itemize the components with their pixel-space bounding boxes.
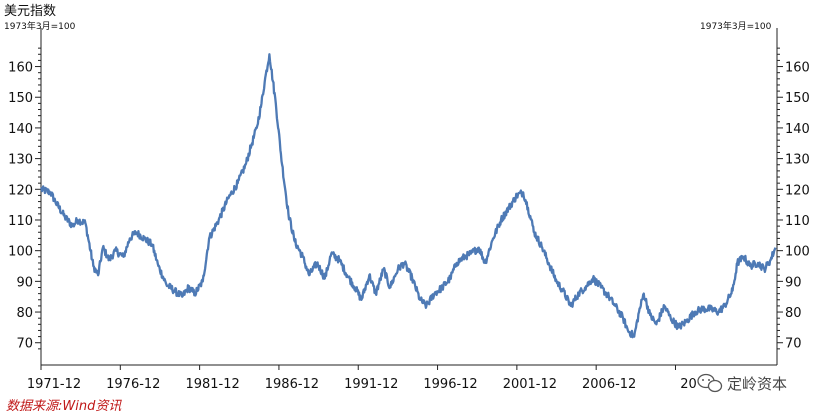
watermark-text: 定岭资本 bbox=[727, 375, 787, 393]
right-y-tick-label: 90 bbox=[785, 275, 802, 290]
x-tick-label: 1981-12 bbox=[185, 377, 239, 392]
right-y-tick-label: 160 bbox=[785, 61, 810, 76]
series-layer bbox=[40, 53, 777, 339]
right-y-tick-label: 120 bbox=[785, 183, 810, 198]
left-y-tick-label: 130 bbox=[8, 153, 33, 168]
chart-title: 美元指数 bbox=[4, 4, 56, 19]
x-tick-label: 1996-12 bbox=[423, 377, 477, 392]
x-tick-label: 1991-12 bbox=[344, 377, 398, 392]
x-tick-label: 1976-12 bbox=[106, 377, 160, 392]
left-y-tick-label: 110 bbox=[8, 214, 33, 229]
x-tick-label: 1971-12 bbox=[27, 377, 81, 392]
left-y-tick-label: 100 bbox=[8, 245, 33, 260]
left-y-tick-label: 70 bbox=[16, 337, 33, 352]
watermark: 定岭资本 bbox=[697, 373, 787, 393]
left-y-tick-label: 150 bbox=[8, 91, 33, 106]
left-y-tick-label: 90 bbox=[16, 275, 33, 290]
x-tick-label: 2001-12 bbox=[503, 377, 557, 392]
x-tick-label: 20 bbox=[680, 377, 697, 392]
wechat-icon bbox=[697, 373, 723, 393]
left-y-tick-label: 140 bbox=[8, 122, 33, 137]
source-note: 数据来源:Wind资讯 bbox=[6, 399, 122, 414]
right-y-tick-label: 80 bbox=[785, 306, 802, 321]
right-y-tick-label: 70 bbox=[785, 337, 802, 352]
dollar-index-line bbox=[40, 53, 777, 339]
right-y-tick-label: 100 bbox=[785, 245, 810, 260]
right-y-tick-label: 150 bbox=[785, 91, 810, 106]
right-y-ticks: 70 80 90 100 110 120 130 140 150 160 bbox=[777, 47, 810, 352]
x-ticks: 1971-12 1976-12 1981-12 1986-12 1991-12 1996-… bbox=[27, 365, 697, 392]
left-y-tick-label: 80 bbox=[16, 306, 33, 321]
x-tick-label: 1986-12 bbox=[265, 377, 319, 392]
right-unit-label: 1973年3月=100 bbox=[700, 20, 772, 32]
right-y-tick-label: 130 bbox=[785, 153, 810, 168]
right-y-tick-label: 140 bbox=[785, 122, 810, 137]
x-tick-label: 2006-12 bbox=[582, 377, 636, 392]
left-y-tick-label: 160 bbox=[8, 61, 33, 76]
right-y-tick-label: 110 bbox=[785, 214, 810, 229]
left-y-ticks: 70 80 90 100 110 120 130 140 150 160 bbox=[8, 47, 41, 352]
left-y-tick-label: 120 bbox=[8, 183, 33, 198]
left-unit-label: 1973年3月=100 bbox=[4, 20, 76, 32]
